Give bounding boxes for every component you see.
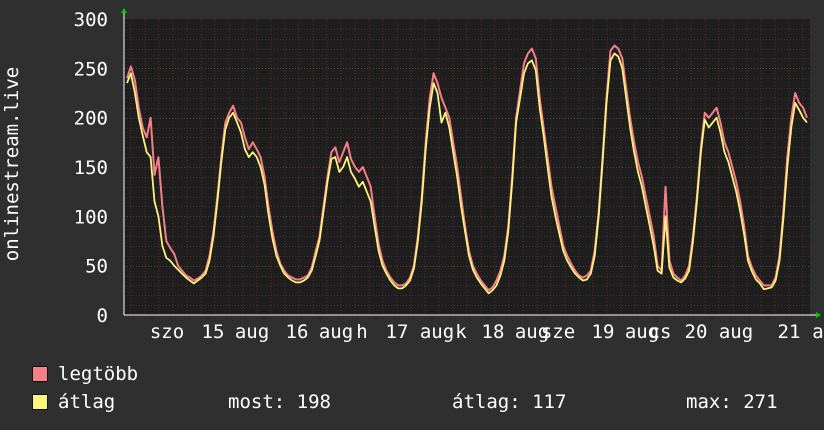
- y-tick-label: 50: [85, 256, 108, 278]
- y-tick-label: 0: [97, 305, 108, 327]
- x-tick-label: aug: [420, 321, 454, 343]
- x-axis-arrow-icon: [816, 312, 821, 318]
- series-layer: [126, 44, 808, 295]
- y-tick-label: 100: [74, 206, 108, 228]
- x-tick-label: 19: [592, 321, 615, 343]
- x-tick-label: 16: [286, 321, 309, 343]
- legend: legtöbb átlag most: 198 átlag: 117 max: …: [30, 362, 810, 422]
- x-tick-label: aug: [515, 321, 549, 343]
- y-axis-label: onlinestream.live: [1, 67, 23, 261]
- y-tick-labels: 0 50 100 150 200 250 300: [74, 9, 108, 327]
- y-axis-arrow-icon: [121, 8, 127, 13]
- x-tick-label: 18: [482, 321, 505, 343]
- x-tick-label: aug: [719, 321, 753, 343]
- series-line-atlag: [126, 52, 808, 295]
- legend-label-legtobb: legtöbb: [58, 363, 139, 385]
- legend-swatch-atlag: [32, 394, 48, 410]
- x-tick-label: sze: [541, 321, 575, 343]
- x-tick-label: 20: [685, 321, 708, 343]
- y-tick-label: 200: [74, 108, 108, 130]
- grid: [124, 19, 810, 315]
- x-tick-label: aug: [235, 321, 269, 343]
- x-tick-label: a: [812, 321, 823, 343]
- x-tick-label: szo: [150, 321, 184, 343]
- stat-max: max: 271: [686, 391, 778, 413]
- legend-swatch-legtobb: [32, 366, 48, 382]
- legend-label-atlag: átlag: [58, 391, 116, 413]
- x-tick-label: 15: [202, 321, 225, 343]
- x-tick-label: 21: [778, 321, 801, 343]
- stat-most: most: 198: [228, 391, 331, 413]
- x-tick-label: aug: [319, 321, 353, 343]
- axes: [121, 8, 821, 318]
- x-tick-label: h: [356, 321, 367, 343]
- x-tick-label: k: [455, 321, 467, 343]
- y-tick-label: 250: [74, 58, 108, 80]
- y-tick-label: 150: [74, 157, 108, 179]
- x-tick-label: cs: [649, 321, 672, 343]
- stat-atlag: átlag: 117: [452, 391, 567, 413]
- y-tick-label: 300: [74, 9, 108, 31]
- x-tick-label: aug: [625, 321, 659, 343]
- x-tick-label: 17: [386, 321, 409, 343]
